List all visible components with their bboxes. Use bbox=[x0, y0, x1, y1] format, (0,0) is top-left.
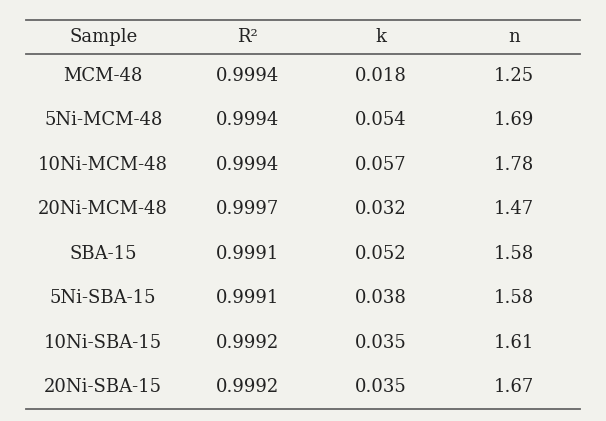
Text: 0.035: 0.035 bbox=[355, 378, 407, 396]
Text: 0.9992: 0.9992 bbox=[216, 333, 279, 352]
Text: 0.057: 0.057 bbox=[355, 156, 407, 174]
Text: 0.9994: 0.9994 bbox=[216, 67, 279, 85]
Text: 0.9991: 0.9991 bbox=[216, 289, 279, 307]
Text: 1.47: 1.47 bbox=[494, 200, 534, 218]
Text: 1.58: 1.58 bbox=[494, 245, 534, 263]
Text: 1.69: 1.69 bbox=[494, 111, 534, 129]
Text: k: k bbox=[375, 28, 386, 46]
Text: Sample: Sample bbox=[69, 28, 138, 46]
Text: 0.035: 0.035 bbox=[355, 333, 407, 352]
Text: 0.032: 0.032 bbox=[355, 200, 407, 218]
Text: 1.25: 1.25 bbox=[494, 67, 534, 85]
Text: 0.018: 0.018 bbox=[355, 67, 407, 85]
Text: 0.052: 0.052 bbox=[355, 245, 407, 263]
Text: 20Ni-MCM-48: 20Ni-MCM-48 bbox=[38, 200, 168, 218]
Text: 1.78: 1.78 bbox=[494, 156, 534, 174]
Text: 0.9994: 0.9994 bbox=[216, 156, 279, 174]
Text: 0.9997: 0.9997 bbox=[216, 200, 279, 218]
Text: 20Ni-SBA-15: 20Ni-SBA-15 bbox=[44, 378, 162, 396]
Text: 0.054: 0.054 bbox=[355, 111, 407, 129]
Text: 1.67: 1.67 bbox=[494, 378, 534, 396]
Text: 1.61: 1.61 bbox=[494, 333, 534, 352]
Text: n: n bbox=[508, 28, 520, 46]
Text: 0.9994: 0.9994 bbox=[216, 111, 279, 129]
Text: R²: R² bbox=[237, 28, 258, 46]
Text: 10Ni-MCM-48: 10Ni-MCM-48 bbox=[38, 156, 168, 174]
Text: 5Ni-SBA-15: 5Ni-SBA-15 bbox=[50, 289, 156, 307]
Text: 10Ni-SBA-15: 10Ni-SBA-15 bbox=[44, 333, 162, 352]
Text: 5Ni-MCM-48: 5Ni-MCM-48 bbox=[44, 111, 162, 129]
Text: 1.58: 1.58 bbox=[494, 289, 534, 307]
Text: 0.9991: 0.9991 bbox=[216, 245, 279, 263]
Text: 0.9992: 0.9992 bbox=[216, 378, 279, 396]
Text: MCM-48: MCM-48 bbox=[64, 67, 143, 85]
Text: 0.038: 0.038 bbox=[355, 289, 407, 307]
Text: SBA-15: SBA-15 bbox=[70, 245, 137, 263]
